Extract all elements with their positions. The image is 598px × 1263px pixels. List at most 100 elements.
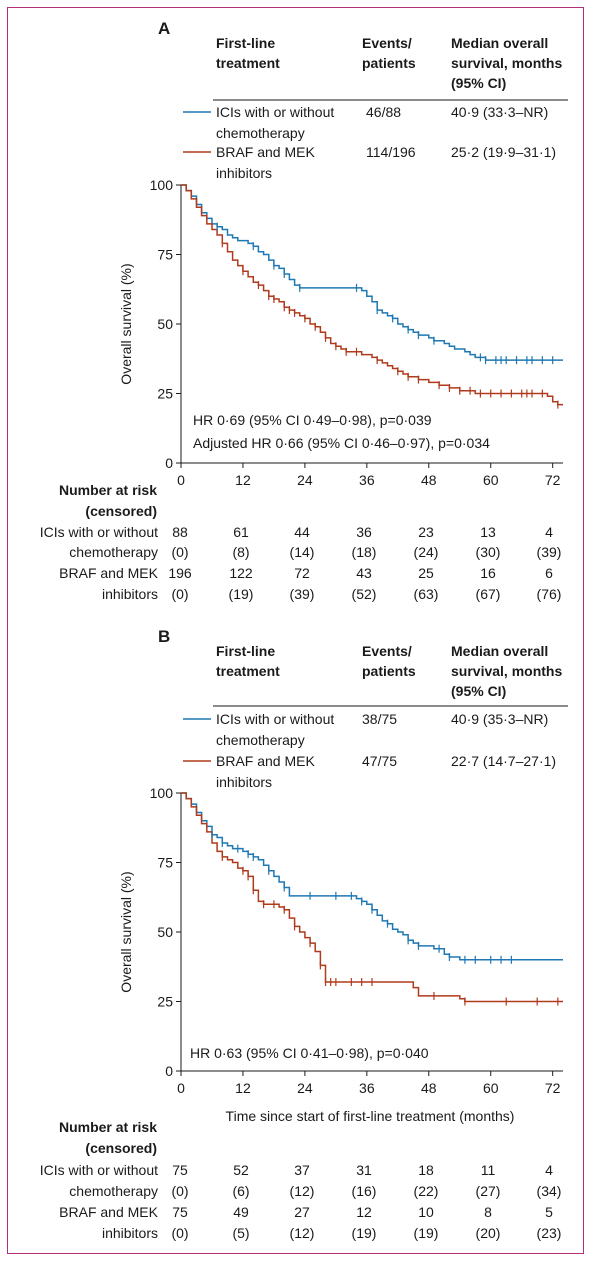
legend-header-median: survival, months — [451, 55, 562, 71]
y-tick-label: 75 — [157, 247, 173, 263]
risk-row-label: inhibitors — [102, 1225, 158, 1241]
legend-events: 46/88 — [366, 104, 401, 120]
braf-survival-curve — [181, 184, 563, 406]
risk-value: (63) — [414, 586, 439, 602]
risk-value: 13 — [480, 524, 496, 540]
y-tick-label: 0 — [165, 455, 173, 471]
hr-annotation: HR 0·63 (95% CI 0·41–0·98), p=0·040 — [190, 1045, 429, 1061]
risk-value: (19) — [352, 1225, 377, 1241]
risk-value: 44 — [294, 524, 310, 540]
x-tick-label: 36 — [359, 472, 375, 488]
risk-value: (12) — [290, 1225, 315, 1241]
risk-row-label: BRAF and MEK — [59, 1204, 158, 1220]
x-tick-label: 60 — [483, 1080, 499, 1096]
risk-row-label: BRAF and MEK — [59, 565, 158, 581]
risk-value: (52) — [352, 586, 377, 602]
risk-value: (39) — [290, 586, 315, 602]
x-tick-label: 0 — [177, 472, 185, 488]
risk-value: (22) — [414, 1183, 439, 1199]
legend-header-treatment: treatment — [216, 663, 280, 679]
risk-value: 72 — [294, 565, 310, 581]
risk-value: 12 — [356, 1204, 372, 1220]
figure-frame — [7, 7, 584, 1254]
y-tick-label: 75 — [157, 855, 173, 871]
y-axis-label: Overall survival (%) — [118, 871, 134, 992]
risk-row-label: chemotherapy — [69, 544, 158, 560]
risk-row-label: chemotherapy — [69, 1183, 158, 1199]
risk-value: (18) — [352, 544, 377, 560]
risk-value: 75 — [172, 1162, 188, 1178]
risk-value: (23) — [537, 1225, 562, 1241]
x-tick-label: 24 — [297, 1080, 313, 1096]
risk-value: 10 — [418, 1204, 434, 1220]
risk-value: 31 — [356, 1162, 372, 1178]
risk-value: 196 — [168, 565, 192, 581]
y-axis-label: Overall survival (%) — [118, 263, 134, 384]
legend-header-treatment: First-line — [216, 35, 275, 51]
risk-value: 23 — [418, 524, 434, 540]
risk-value: (19) — [414, 1225, 439, 1241]
risk-value: (24) — [414, 544, 439, 560]
x-tick-label: 24 — [297, 472, 313, 488]
legend-series-name: BRAF and MEK — [216, 753, 315, 769]
risk-table-header: Number at risk — [59, 1119, 157, 1135]
risk-value: (6) — [232, 1183, 249, 1199]
legend-events: 38/75 — [362, 711, 397, 727]
risk-value: (27) — [476, 1183, 501, 1199]
risk-value: 88 — [172, 524, 188, 540]
risk-value: 36 — [356, 524, 372, 540]
ici-survival-curve — [181, 792, 563, 961]
legend-header-events: patients — [362, 663, 416, 679]
braf-survival-curve — [181, 792, 563, 1003]
risk-value: 4 — [545, 524, 553, 540]
risk-value: 18 — [418, 1162, 434, 1178]
risk-value: (0) — [171, 1183, 188, 1199]
risk-row-label: ICIs with or without — [40, 1162, 158, 1178]
x-tick-label: 36 — [359, 1080, 375, 1096]
legend-series-name: chemotherapy — [216, 732, 305, 748]
x-axis-label: Time since start of first-line treatment… — [226, 1108, 515, 1124]
risk-table-header: (censored) — [85, 1140, 157, 1156]
risk-value: 27 — [294, 1204, 310, 1220]
legend-median: 22·7 (14·7–27·1) — [451, 753, 556, 769]
x-tick-label: 0 — [177, 1080, 185, 1096]
x-tick-label: 72 — [545, 1080, 561, 1096]
legend-series-name: ICIs with or without — [216, 711, 334, 727]
hr-annotation: Adjusted HR 0·66 (95% CI 0·46–0·97), p=0… — [193, 435, 490, 451]
legend-series-name: inhibitors — [216, 165, 272, 181]
risk-value: 16 — [480, 565, 496, 581]
ici-survival-curve — [181, 184, 563, 361]
risk-value: 25 — [418, 565, 434, 581]
x-tick-label: 12 — [235, 1080, 251, 1096]
legend-events: 47/75 — [362, 753, 397, 769]
x-tick-label: 72 — [545, 472, 561, 488]
legend-median: 40·9 (33·3–NR) — [451, 104, 548, 120]
legend-header-treatment: treatment — [216, 55, 280, 71]
risk-row-label: ICIs with or without — [40, 524, 158, 540]
y-tick-label: 25 — [157, 386, 173, 402]
risk-value: (34) — [537, 1183, 562, 1199]
legend-header-events: Events/ — [362, 35, 412, 51]
legend-median: 25·2 (19·9–31·1) — [451, 144, 556, 160]
risk-value: 6 — [545, 565, 553, 581]
y-tick-label: 100 — [150, 785, 174, 801]
legend-header-treatment: First-line — [216, 643, 275, 659]
legend-header-events: Events/ — [362, 643, 412, 659]
panel-label-B: B — [158, 627, 170, 646]
legend-series-name: ICIs with or without — [216, 104, 334, 120]
risk-value: (16) — [352, 1183, 377, 1199]
legend-series-name: BRAF and MEK — [216, 144, 315, 160]
y-tick-label: 50 — [157, 316, 173, 332]
legend-header-median: (95% CI) — [451, 75, 506, 91]
x-tick-label: 60 — [483, 472, 499, 488]
legend-header-median: survival, months — [451, 663, 562, 679]
risk-value: 61 — [233, 524, 249, 540]
risk-value: (19) — [229, 586, 254, 602]
risk-value: (30) — [476, 544, 501, 560]
risk-value: 4 — [545, 1162, 553, 1178]
risk-value: 11 — [481, 1162, 496, 1178]
x-tick-label: 48 — [421, 1080, 437, 1096]
risk-value: 37 — [294, 1162, 310, 1178]
risk-value: 43 — [356, 565, 372, 581]
